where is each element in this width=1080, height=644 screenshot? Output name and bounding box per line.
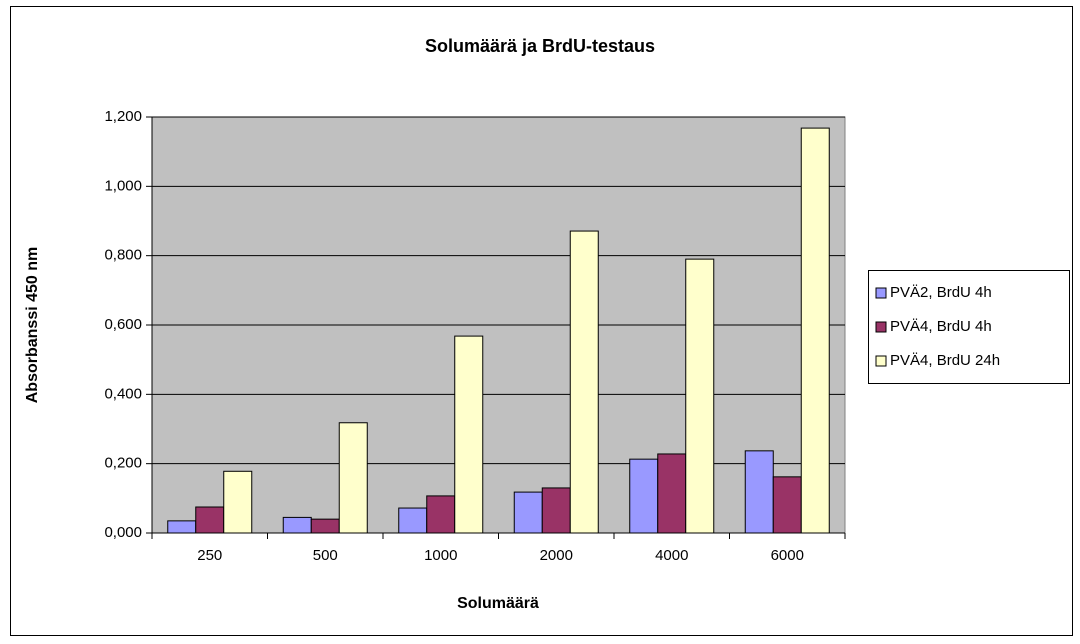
y-axis-title: Absorbanssi 450 nm	[24, 247, 41, 404]
bar	[195, 506, 225, 534]
bar	[657, 453, 687, 534]
y-tick-label: 0,800	[104, 247, 142, 264]
legend-swatch	[875, 321, 887, 333]
bar	[426, 495, 456, 534]
y-tick-label: 1,200	[104, 108, 142, 125]
x-tick-label: 1000	[424, 547, 457, 564]
bar	[167, 520, 197, 534]
bar	[223, 470, 253, 534]
bar	[541, 487, 571, 534]
bar	[744, 450, 774, 534]
y-tick-label: 0,600	[104, 316, 142, 333]
x-tick-label: 6000	[771, 547, 804, 564]
chart-title: Solumäärä ja BrdU-testaus	[425, 36, 655, 56]
y-tick-label: 0,400	[104, 385, 142, 402]
bar	[310, 518, 340, 534]
bar	[454, 335, 484, 534]
bar	[685, 258, 715, 534]
x-tick-label: 2000	[540, 547, 573, 564]
legend-swatch	[875, 287, 887, 299]
bar	[338, 422, 368, 534]
y-tick-label: 0,000	[104, 524, 142, 541]
x-tick-label: 500	[313, 547, 338, 564]
x-axis-title: Solumäärä	[457, 595, 539, 612]
legend-swatch	[875, 355, 887, 367]
legend-label: PVÄ4, BrdU 24h	[890, 352, 1000, 369]
legend-box	[868, 270, 1070, 384]
bar	[629, 458, 659, 534]
bar	[513, 491, 543, 534]
bar	[398, 507, 428, 534]
bar	[800, 127, 830, 534]
legend-label: PVÄ2, BrdU 4h	[890, 284, 992, 301]
x-tick-label: 250	[197, 547, 222, 564]
y-tick-label: 1,000	[104, 177, 142, 194]
bar	[282, 516, 312, 534]
x-tick-label: 4000	[655, 547, 688, 564]
bar	[569, 230, 599, 534]
y-tick-label: 0,200	[104, 455, 142, 472]
legend-label: PVÄ4, BrdU 4h	[890, 318, 992, 335]
bar	[772, 476, 802, 534]
